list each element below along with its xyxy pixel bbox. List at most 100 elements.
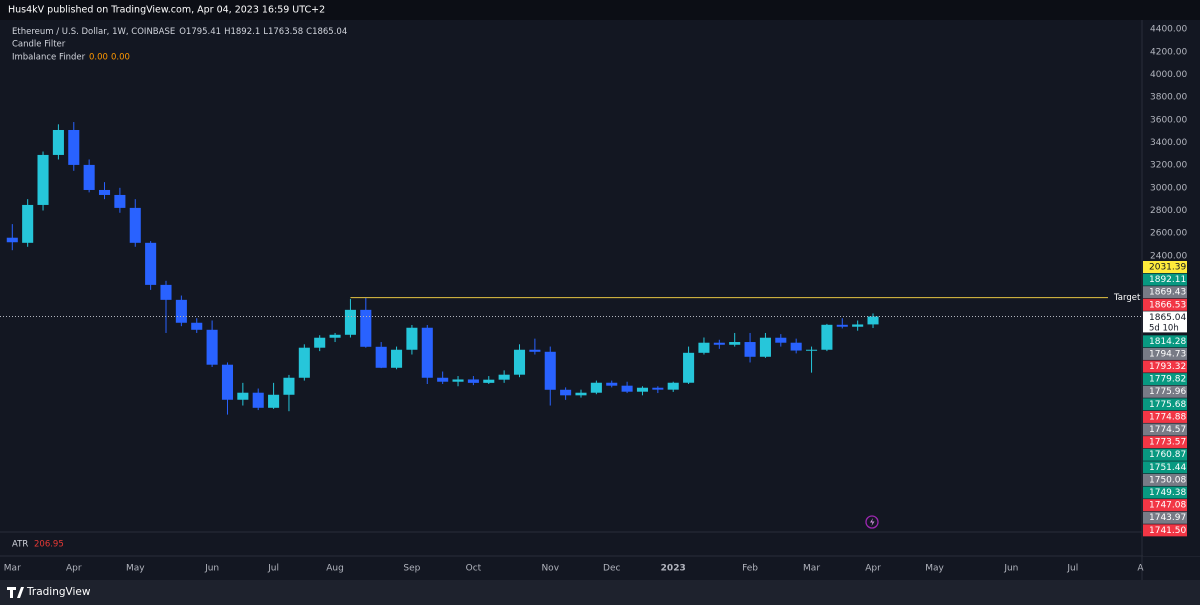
atr-value: 206.95 xyxy=(34,540,64,550)
candle-body xyxy=(175,299,187,323)
tv-logo xyxy=(7,587,24,598)
candle-body xyxy=(544,351,556,390)
legend-value: 1763.58 xyxy=(268,27,303,37)
price-label: 1779.82 xyxy=(1149,375,1186,385)
candle-body xyxy=(790,342,802,351)
price-label-box xyxy=(1143,360,1187,373)
candle-body xyxy=(52,129,64,155)
candle-body xyxy=(652,387,664,390)
price-label: 1741.50 xyxy=(1149,526,1186,536)
candle-body xyxy=(529,349,541,352)
candle-body xyxy=(606,382,618,386)
candle-body xyxy=(329,334,341,338)
y-tick-label: 4200.00 xyxy=(1150,47,1187,57)
y-tick-label: 2800.00 xyxy=(1150,206,1187,216)
x-tick-label: Feb xyxy=(742,564,758,574)
indicator-value: 0.00 xyxy=(111,53,130,63)
candle-body xyxy=(406,327,418,350)
y-tick-label: 4400.00 xyxy=(1150,25,1187,35)
candle-body xyxy=(452,379,464,382)
candle-body xyxy=(621,385,633,392)
x-tick-label: Mar xyxy=(803,564,820,574)
indicator-name: Candle Filter xyxy=(12,40,66,50)
legend-value: 1865.04 xyxy=(312,27,347,37)
candle-body xyxy=(298,347,310,378)
price-label-box xyxy=(1143,410,1187,423)
countdown: 5d 10h xyxy=(1149,323,1179,333)
candle-body xyxy=(206,329,218,365)
y-tick-label: 3800.00 xyxy=(1150,93,1187,103)
candle-body xyxy=(806,349,818,351)
price-label: 1775.96 xyxy=(1149,387,1186,397)
price-label: 1814.28 xyxy=(1149,337,1186,347)
candle-body xyxy=(667,382,679,390)
legend-symbol-text: Ethereum / U.S. Dollar, 1W, COINBASE xyxy=(12,27,175,37)
price-label-box xyxy=(1143,524,1187,537)
countdown-box xyxy=(1143,322,1187,333)
candle-body xyxy=(483,379,495,383)
candle-body xyxy=(729,342,741,345)
price-label-box xyxy=(1143,286,1187,299)
candle-body xyxy=(22,204,34,243)
candle-body xyxy=(375,346,387,368)
price-label: 1794.73 xyxy=(1149,349,1186,359)
candle-body xyxy=(129,207,141,243)
price-label: 1749.38 xyxy=(1149,488,1186,498)
x-tick-label: May xyxy=(126,564,145,574)
candle-body xyxy=(437,377,449,382)
y-tick-label: 3600.00 xyxy=(1150,115,1187,125)
candle-body xyxy=(221,364,234,400)
price-label: 1892.11 xyxy=(1149,275,1186,285)
x-tick-label: Jun xyxy=(1003,564,1018,574)
candle-body xyxy=(314,337,326,348)
candle-body xyxy=(513,349,526,375)
price-label-box xyxy=(1143,335,1187,348)
candle-body xyxy=(191,322,203,330)
candle-body xyxy=(636,387,649,392)
candle-body xyxy=(145,242,157,285)
candle-body xyxy=(590,382,602,393)
price-label: 1760.87 xyxy=(1149,450,1186,460)
x-tick-label: May xyxy=(925,564,944,574)
candle-body xyxy=(98,189,111,195)
price-label-box xyxy=(1143,499,1187,512)
y-tick-label: 2600.00 xyxy=(1150,229,1187,239)
candle-body xyxy=(83,164,95,190)
candle-body xyxy=(360,309,372,347)
candle-body xyxy=(421,327,433,378)
price-label: 1747.08 xyxy=(1149,501,1186,511)
candle-body xyxy=(713,342,725,345)
price-label-box xyxy=(1143,448,1187,461)
candle-body xyxy=(37,154,49,205)
y-tick-label: 4000.00 xyxy=(1150,70,1187,80)
candle-body xyxy=(268,394,280,408)
axis-mask xyxy=(1143,537,1200,556)
price-label-box xyxy=(1143,511,1187,524)
legend-key: L xyxy=(263,27,268,37)
indicator-value: 0.00 xyxy=(89,53,108,63)
alert-icon[interactable] xyxy=(865,515,879,529)
candle-body xyxy=(237,392,249,400)
footer: TradingView xyxy=(26,586,91,598)
price-label: 1865.04 xyxy=(1149,313,1186,323)
candle-body xyxy=(114,194,126,208)
candle-body xyxy=(252,392,264,408)
price-label-box xyxy=(1143,298,1187,311)
x-tick-label: Mar xyxy=(4,564,21,574)
candle-body xyxy=(836,324,848,327)
x-tick-label: Oct xyxy=(466,564,482,574)
candle-body xyxy=(160,284,172,300)
x-tick-label: Nov xyxy=(541,564,559,574)
candle-body xyxy=(852,324,864,327)
legend-key: H xyxy=(224,27,230,37)
price-label-box xyxy=(1143,461,1187,474)
x-tick-label: Aug xyxy=(326,564,344,574)
candle-body xyxy=(344,309,356,335)
candle-body xyxy=(575,392,587,396)
y-tick-label: 2400.00 xyxy=(1150,251,1187,261)
price-label: 1750.08 xyxy=(1149,475,1186,485)
price-label-box xyxy=(1143,398,1187,411)
legend-value: 1892.1 xyxy=(230,27,260,37)
